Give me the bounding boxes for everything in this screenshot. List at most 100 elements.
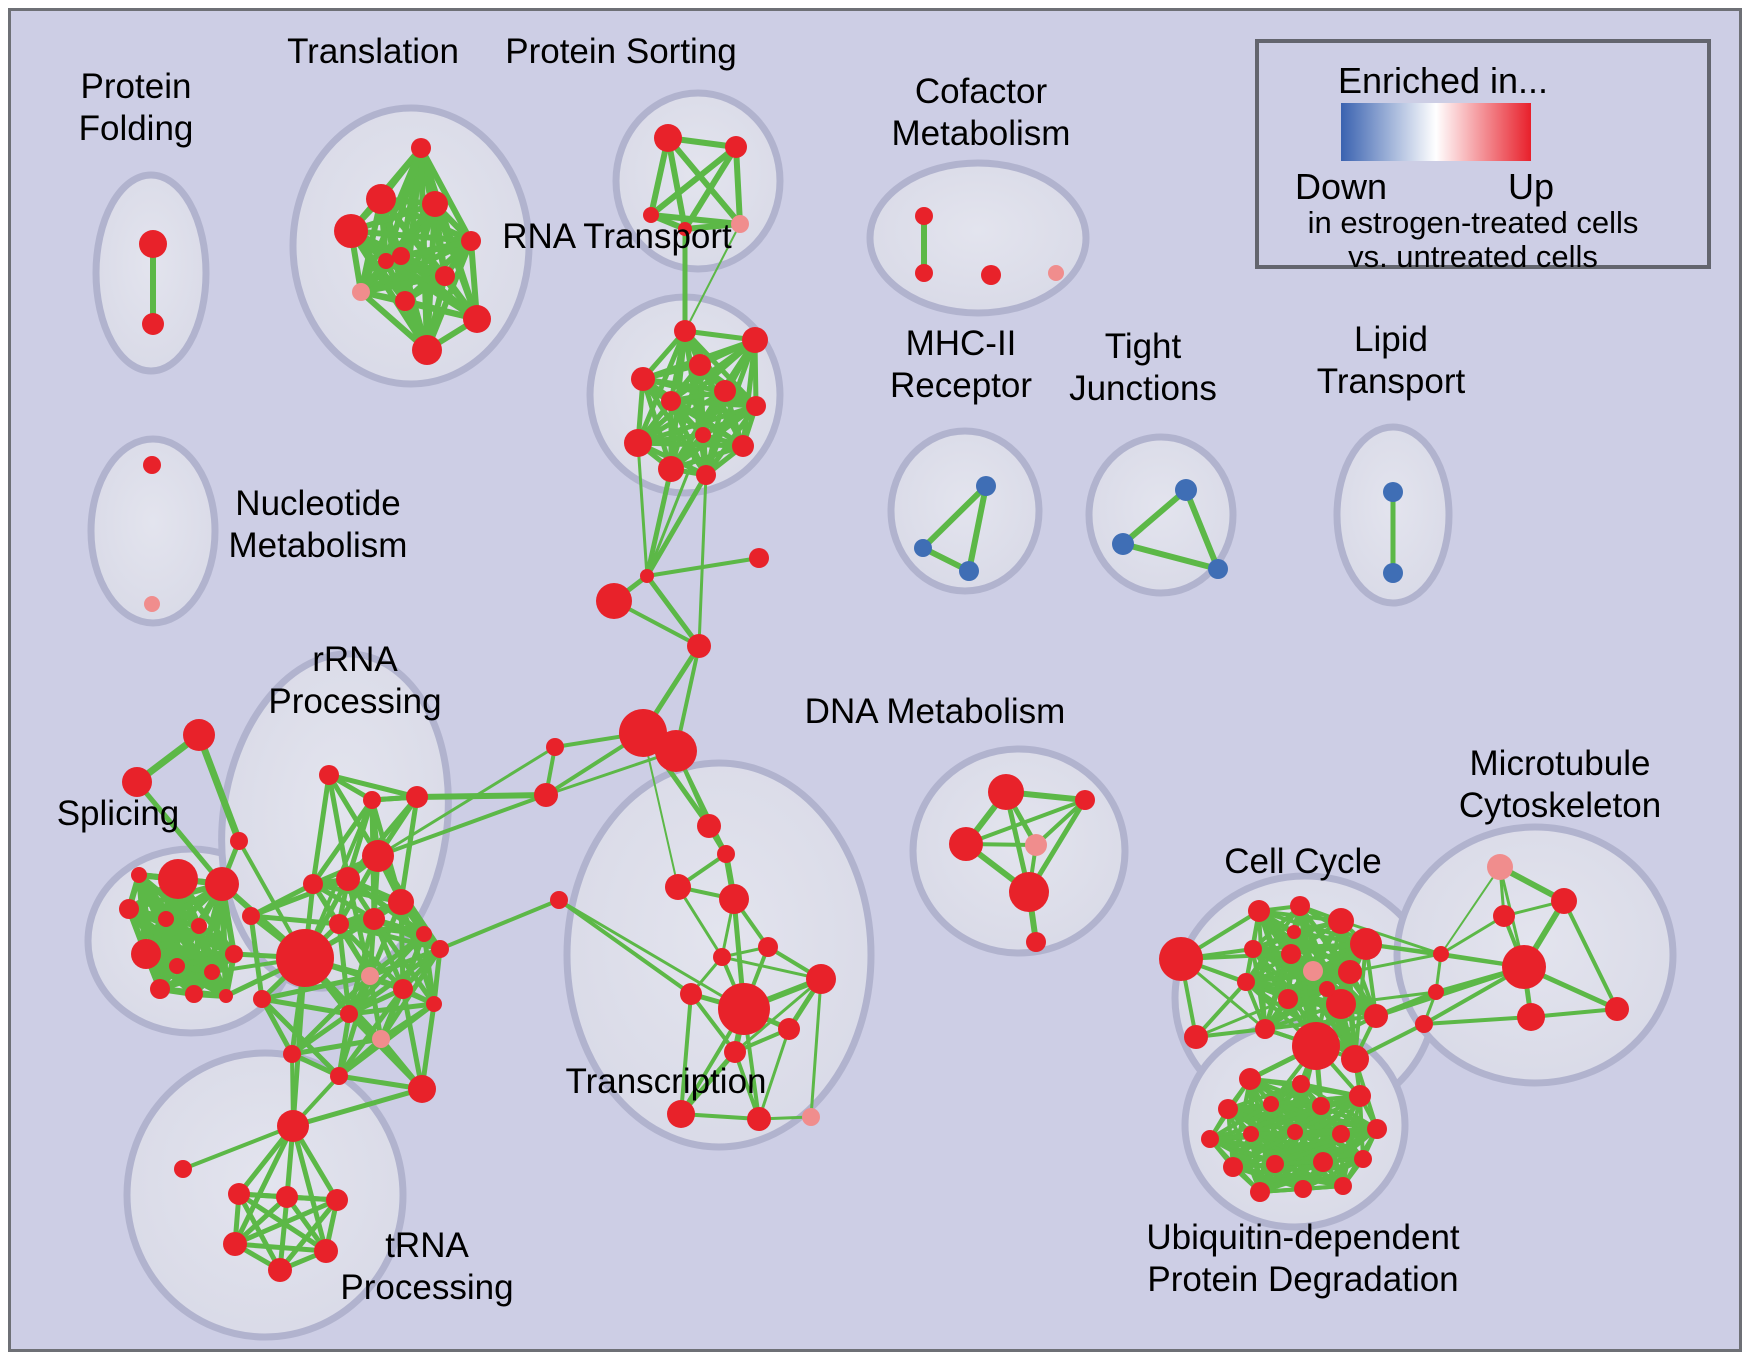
mhc_ii-label: MHC-II Receptor bbox=[890, 324, 1032, 405]
splicing-node-12 bbox=[131, 867, 147, 883]
cell_cycle-edge bbox=[1244, 930, 1296, 984]
rna_transport-label: RNA Transport bbox=[502, 217, 732, 256]
splicing-node-6 bbox=[225, 945, 243, 963]
transcription-edge bbox=[733, 977, 823, 1054]
ubiquitin-node-15 bbox=[1250, 1182, 1270, 1202]
rna_transport-node-5 bbox=[661, 391, 681, 411]
rrna-node-15 bbox=[340, 1005, 358, 1023]
protein_folding-node-1 bbox=[142, 313, 164, 335]
cell_cycle-node-14 bbox=[1341, 1045, 1369, 1073]
protein_sorting-node-3 bbox=[678, 222, 692, 236]
trna-node-6 bbox=[314, 1239, 338, 1263]
cc_ext-node-1 bbox=[1184, 1025, 1208, 1049]
splicing-node-4 bbox=[191, 918, 207, 934]
lipid_transport-label: Lipid Transport bbox=[1317, 320, 1466, 401]
rrna-edge bbox=[346, 1001, 437, 1017]
rrna-node-16 bbox=[372, 1030, 390, 1048]
transcription-edge bbox=[809, 977, 823, 1119]
tight_junctions-edge bbox=[1120, 487, 1189, 547]
transcription-edge bbox=[757, 1027, 791, 1121]
microtubule-node-0 bbox=[1487, 854, 1513, 880]
lipid_transport-node-0 bbox=[1383, 482, 1403, 502]
trna-node-5 bbox=[223, 1232, 247, 1256]
transcription-node-10 bbox=[724, 1041, 746, 1063]
labels-layer: Protein Folding Translation Protein Sorting… bbox=[57, 32, 1661, 1307]
splicing-node-11 bbox=[219, 989, 233, 1003]
protein_folding-label: Protein Folding bbox=[79, 67, 194, 148]
link-edge bbox=[1339, 919, 1443, 956]
rrna-node-4 bbox=[362, 840, 394, 872]
rna_transport-node-8 bbox=[695, 427, 711, 443]
legend-up-label: Up bbox=[1508, 166, 1554, 207]
rrna-edge bbox=[248, 913, 342, 927]
translation-node-5 bbox=[392, 247, 410, 265]
transcription-node-4 bbox=[758, 937, 778, 957]
trna-edge bbox=[232, 1241, 329, 1254]
link-edge bbox=[1348, 952, 1443, 974]
transcription-node-9 bbox=[778, 1018, 800, 1040]
protein_sorting-edge bbox=[682, 144, 739, 232]
protein_sorting-edge bbox=[665, 135, 688, 232]
translation-node-11 bbox=[378, 253, 394, 269]
translation-edge bbox=[358, 273, 448, 295]
cell_cycle-node-0 bbox=[1248, 900, 1270, 922]
cofactor-node-0 bbox=[915, 207, 933, 225]
rrna-edge bbox=[346, 916, 377, 1017]
trna-node-2 bbox=[228, 1183, 250, 1205]
nucleotide-node-1 bbox=[144, 596, 160, 612]
ubiquitin-node-7 bbox=[1243, 1126, 1259, 1142]
transcription-edge bbox=[689, 992, 737, 1054]
dna_metabolism-node-2 bbox=[949, 827, 983, 861]
link-edge bbox=[414, 792, 549, 800]
backbone-node-3 bbox=[687, 634, 711, 658]
protein_sorting-node-2 bbox=[643, 207, 659, 223]
backbone-node-6 bbox=[546, 738, 564, 756]
ubiquitin-node-16 bbox=[1294, 1180, 1312, 1198]
microtubule-node-7 bbox=[1428, 984, 1444, 1000]
trna-edge bbox=[232, 1197, 340, 1247]
trna-edge bbox=[181, 1124, 295, 1171]
rrna-edge bbox=[371, 916, 443, 952]
splicing-edge bbox=[219, 881, 229, 999]
dna_metabolism-edge bbox=[1034, 798, 1087, 847]
cc_ext-node-0 bbox=[1159, 937, 1203, 981]
protein_sorting-node-1 bbox=[725, 136, 747, 158]
microtubule-edge bbox=[1562, 899, 1619, 1011]
rrna-node-2 bbox=[363, 791, 381, 809]
splicing-node-1 bbox=[205, 867, 239, 901]
trna-node-1 bbox=[174, 1160, 192, 1178]
microtubule-node-5 bbox=[1605, 997, 1629, 1021]
cell_cycle-node-8 bbox=[1237, 973, 1255, 991]
ubiquitin-node-17 bbox=[1334, 1177, 1352, 1195]
trna-node-0 bbox=[277, 1110, 309, 1142]
splicing-node-2 bbox=[119, 899, 139, 919]
rrna-node-14 bbox=[426, 996, 442, 1012]
translation-edge bbox=[348, 228, 474, 244]
link-edge bbox=[438, 898, 561, 951]
ubiquitin-edge bbox=[1231, 1130, 1297, 1169]
cofactor-label: Cofactor Metabolism bbox=[892, 72, 1071, 153]
cell_cycle-node-10 bbox=[1326, 989, 1356, 1019]
translation-node-10 bbox=[412, 335, 442, 365]
enrichment-map-figure: Protein Folding Translation Protein Sorting… bbox=[8, 8, 1742, 1352]
cell_cycle-node-12 bbox=[1255, 1019, 1275, 1039]
link-edge bbox=[557, 898, 693, 996]
cell_cycle-node-16 bbox=[1319, 981, 1335, 997]
rna_transport-node-2 bbox=[631, 367, 655, 391]
translation-edge bbox=[383, 258, 480, 322]
link-edge bbox=[644, 472, 709, 579]
protein_sorting-node-4 bbox=[731, 215, 749, 233]
microtubule-label: Microtubule Cytoskeleton bbox=[1459, 744, 1661, 825]
ubiquitin-edge bbox=[1301, 1157, 1365, 1191]
protein_sorting-label: Protein Sorting bbox=[505, 32, 737, 71]
microtubule-node-3 bbox=[1502, 945, 1546, 989]
protein_sorting-edge bbox=[665, 135, 743, 227]
backbone-node-1 bbox=[749, 548, 769, 568]
rrna-node-12 bbox=[361, 967, 379, 985]
link-edge bbox=[1373, 964, 1527, 1019]
splicing-edge bbox=[136, 872, 197, 997]
splicing-label: Splicing bbox=[57, 794, 180, 833]
rna_transport-edge bbox=[635, 403, 759, 446]
tight_junctions-node-1 bbox=[1112, 533, 1134, 555]
link-edge bbox=[376, 793, 548, 858]
